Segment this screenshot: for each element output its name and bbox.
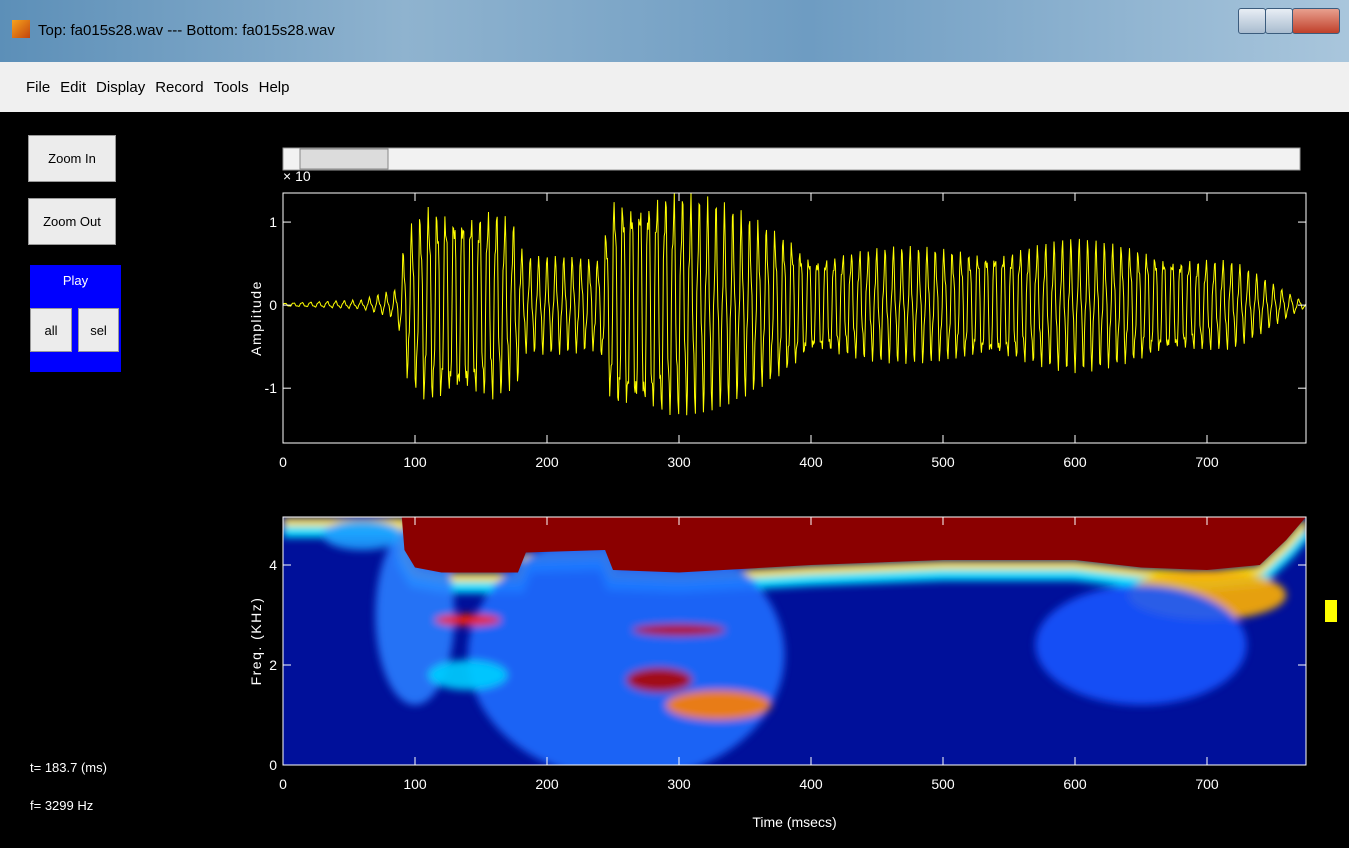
play-all-button[interactable]: all xyxy=(30,308,72,352)
menu-bar: File Edit Display Record Tools Help xyxy=(0,62,1349,112)
x-tick-label: 0 xyxy=(279,454,287,470)
x-tick-label: 700 xyxy=(1195,454,1219,470)
energy-blob xyxy=(322,520,402,550)
menu-item[interactable]: Help xyxy=(258,78,290,96)
scroll-thumb[interactable] xyxy=(299,148,389,170)
x-tick-label: 0 xyxy=(279,776,287,792)
menu-item[interactable]: Edit xyxy=(60,78,87,96)
maximize-button[interactable] xyxy=(1265,8,1293,34)
x-tick-label: 600 xyxy=(1063,454,1087,470)
menu-item[interactable]: File xyxy=(26,78,51,96)
x-tick-label: 200 xyxy=(535,454,559,470)
y-axis-label: Freq. (KHz) xyxy=(248,597,264,686)
energy-blob xyxy=(632,624,726,636)
axis-exponent: × 10 xyxy=(283,168,311,184)
energy-blob xyxy=(428,660,508,690)
energy-formant xyxy=(283,517,1306,573)
x-tick-label: 400 xyxy=(799,454,823,470)
zoom-in-button[interactable]: Zoom In xyxy=(28,135,116,182)
menu-item[interactable]: Tools xyxy=(213,78,249,96)
play-sel-button[interactable]: sel xyxy=(78,308,119,352)
x-tick-label: 300 xyxy=(667,454,691,470)
close-button[interactable] xyxy=(1292,8,1340,34)
y-tick-label: 0 xyxy=(269,757,277,773)
y-tick-label: 1 xyxy=(269,214,277,230)
waveform-trace xyxy=(283,193,1306,416)
x-tick-label: 500 xyxy=(931,454,955,470)
window-title: Top: fa015s28.wav --- Bottom: fa015s28.w… xyxy=(38,22,335,39)
x-tick-label: 600 xyxy=(1063,776,1087,792)
app-icon xyxy=(12,20,30,38)
x-tick-label: 700 xyxy=(1195,776,1219,792)
spectrogram-axes-box xyxy=(282,516,1307,766)
cursor-marker xyxy=(1325,600,1337,622)
x-tick-label: 300 xyxy=(667,776,691,792)
y-tick-label: 2 xyxy=(269,657,277,673)
y-tick-label: -1 xyxy=(265,380,278,396)
y-tick-label: 4 xyxy=(269,557,277,573)
x-tick-label: 500 xyxy=(931,776,955,792)
freq-readout: f= 3299 Hz xyxy=(30,798,94,813)
y-axis-label: Amplitude xyxy=(248,280,264,356)
energy-blob xyxy=(665,690,772,720)
energy-blob xyxy=(1035,585,1247,705)
play-label: Play xyxy=(62,273,89,288)
energy-blob xyxy=(626,667,693,693)
x-tick-label: 100 xyxy=(403,776,427,792)
x-axis-label: Time (msecs) xyxy=(752,814,836,830)
play-panel: Play all sel xyxy=(30,265,121,372)
x-tick-label: 200 xyxy=(535,776,559,792)
scrollbar[interactable] xyxy=(282,147,1301,171)
waveform-axes-box xyxy=(282,192,1307,444)
menu-item[interactable]: Display xyxy=(96,78,146,96)
x-tick-label: 400 xyxy=(799,776,823,792)
zoom-out-button[interactable]: Zoom Out xyxy=(28,198,116,245)
time-readout: t= 183.7 (ms) xyxy=(30,760,107,775)
y-tick-label: 0 xyxy=(269,297,277,313)
menu-item[interactable]: Record xyxy=(155,78,204,96)
x-tick-label: 100 xyxy=(403,454,427,470)
title-bar: Top: fa015s28.wav --- Bottom: fa015s28.w… xyxy=(0,0,1349,62)
energy-blob xyxy=(434,614,501,626)
